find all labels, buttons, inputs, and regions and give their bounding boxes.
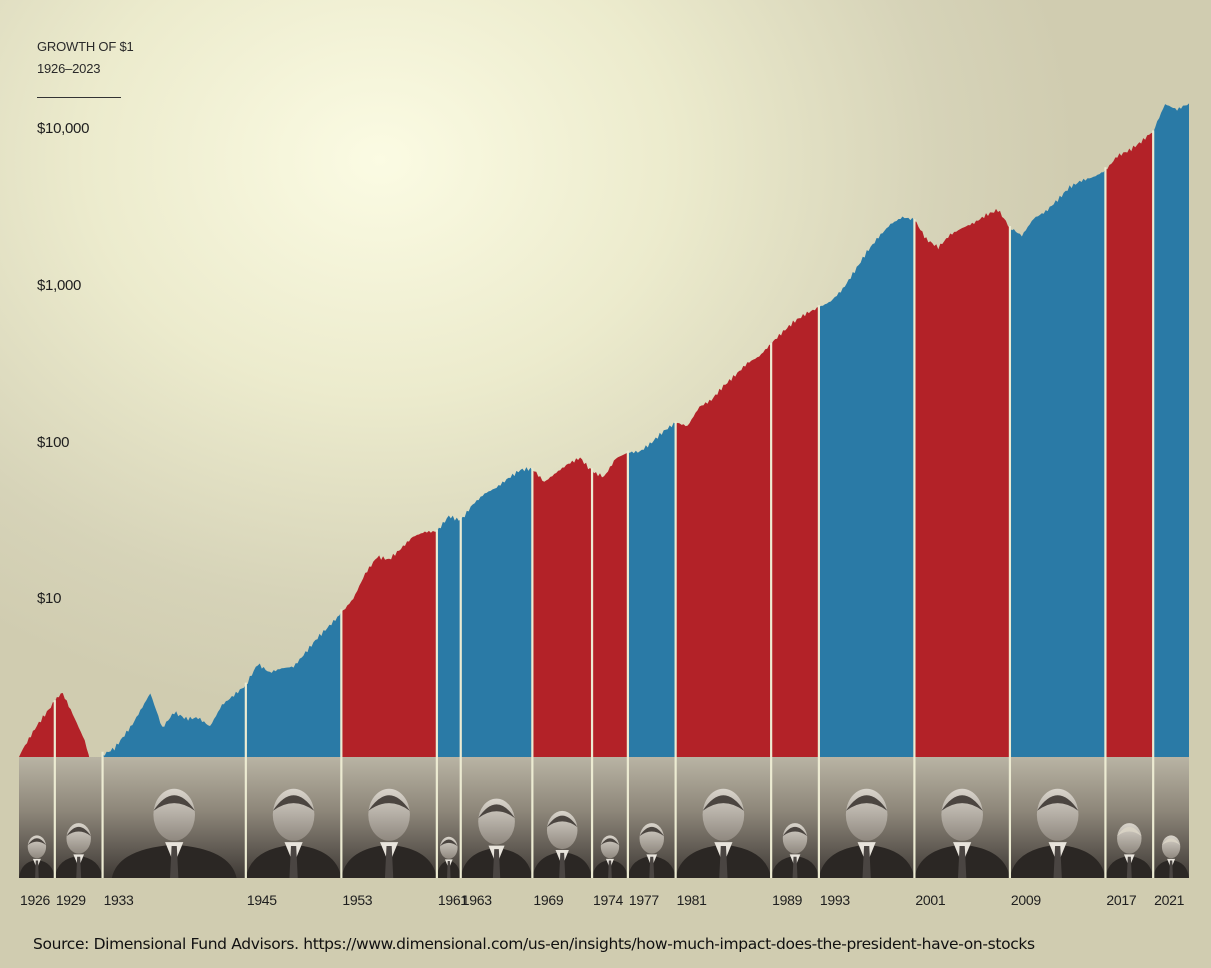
x-tick-label-1969: 1969 [533, 892, 564, 908]
area-term-1961 [436, 515, 461, 757]
portrait-1993 [818, 757, 915, 878]
portrait-2021 [1153, 757, 1189, 878]
x-tick-label-1945: 1945 [246, 892, 277, 908]
x-tick-label-1993: 1993 [819, 892, 850, 908]
portrait-1974 [592, 757, 628, 878]
area-term-1926 [19, 702, 55, 757]
portrait-1945 [245, 757, 342, 878]
area-term-1989 [771, 307, 819, 757]
portrait-1953 [341, 757, 437, 878]
x-tick-label-2021: 2021 [1154, 892, 1185, 908]
area-term-1953 [341, 530, 437, 757]
area-term-1974 [592, 452, 628, 757]
portrait-1977 [627, 757, 676, 878]
x-tick-label-1961: 1961 [437, 892, 468, 908]
term-separators [53, 130, 1155, 878]
source-note: Source: Dimensional Fund Advisors. https… [33, 935, 1035, 953]
portrait-1989 [771, 757, 819, 878]
chart-title: GROWTH OF $1 [37, 39, 134, 54]
area-term-1945 [245, 611, 342, 757]
x-tick-label-2017: 2017 [1106, 892, 1137, 908]
y-tick-label-1000: $1,000 [37, 277, 82, 294]
area-term-1933 [102, 684, 246, 757]
portrait-1926 [19, 757, 55, 878]
area-term-1981 [675, 344, 772, 757]
portrait-1929 [54, 757, 103, 878]
term-areas [19, 103, 1189, 785]
x-tick-label-2001: 2001 [915, 892, 946, 908]
area-term-1993 [818, 216, 915, 757]
portrait-1981 [675, 757, 772, 878]
area-term-1977 [627, 422, 676, 757]
area-term-2001 [914, 208, 1010, 757]
portrait-1969 [532, 757, 593, 878]
y-tick-label-100: $100 [37, 434, 70, 451]
x-tick-label-1989: 1989 [772, 892, 803, 908]
portrait-1961 [436, 757, 461, 878]
x-tick-label-1953: 1953 [342, 892, 373, 908]
area-term-1963 [460, 467, 533, 757]
chart-subtitle: 1926–2023 [37, 61, 101, 76]
y-tick-label-10: $10 [37, 590, 62, 607]
area-term-2021 [1153, 103, 1189, 757]
x-tick-label-1977: 1977 [628, 892, 659, 908]
portrait-strip [19, 757, 1189, 878]
portrait-2009 [1009, 757, 1106, 878]
portrait-1933 [102, 757, 246, 878]
x-tick-label-1929: 1929 [55, 892, 86, 908]
area-term-1969 [532, 457, 593, 757]
x-tick-label-1933: 1933 [103, 892, 134, 908]
portrait-2001 [914, 757, 1010, 878]
portrait-1963 [460, 757, 533, 878]
title-divider [37, 97, 121, 98]
x-tick-label-1926: 1926 [20, 892, 50, 908]
x-tick-label-1981: 1981 [676, 892, 707, 908]
x-tick-label-1974: 1974 [593, 892, 623, 908]
area-term-2017 [1105, 132, 1154, 757]
x-tick-label-1963: 1963 [461, 892, 492, 908]
area-term-2009 [1009, 169, 1106, 757]
y-tick-label-10000: $10,000 [37, 120, 90, 137]
x-tick-label-2009: 2009 [1010, 892, 1041, 908]
portrait-2017 [1105, 757, 1154, 878]
